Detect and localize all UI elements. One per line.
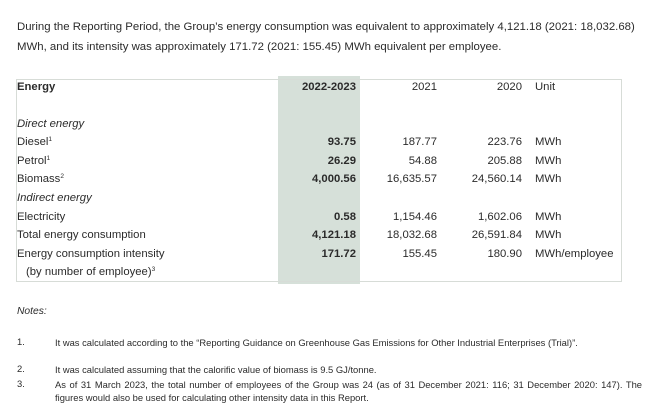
cell-total-2020: 26,591.84 <box>471 229 522 241</box>
cell-petrol-unit: MWh <box>535 155 562 167</box>
cell-diesel-2022-2023: 93.75 <box>327 136 356 148</box>
note-number: 3. <box>17 378 25 389</box>
row-label-electricity: Electricity <box>17 211 66 223</box>
header-energy: Energy <box>17 81 56 93</box>
cell-total-2022-2023: 4,121.18 <box>312 229 356 241</box>
cell-electricity-2022-2023: 0.58 <box>334 211 356 223</box>
note-number: 2. <box>17 363 25 374</box>
row-label-intensity-sub: (by number of employee)3 <box>26 266 156 278</box>
row-label-diesel: Diesel1 <box>17 136 53 148</box>
cell-biomass-unit: MWh <box>535 173 562 185</box>
note-text: As of 31 March 2023, the total number of… <box>55 379 642 403</box>
cell-total-unit: MWh <box>535 229 562 241</box>
intro-paragraph: During the Reporting Period, the Group’s… <box>17 21 635 53</box>
row-label-petrol: Petrol1 <box>17 155 51 167</box>
cell-electricity-2020: 1,602.06 <box>478 211 522 223</box>
header-2020: 2020 <box>496 81 522 93</box>
cell-diesel-2020: 223.76 <box>487 136 522 148</box>
section-direct-energy: Direct energy <box>17 118 85 130</box>
cell-biomass-2021: 16,635.57 <box>386 173 437 185</box>
cell-intensity-2021: 155.45 <box>402 248 437 260</box>
cell-intensity-unit: MWh/employee <box>535 248 614 260</box>
current-year-column-highlight <box>278 76 360 284</box>
cell-intensity-2022-2023: 171.72 <box>321 248 356 260</box>
cell-total-2021: 18,032.68 <box>386 229 437 241</box>
cell-diesel-2021: 187.77 <box>402 136 437 148</box>
header-unit: Unit <box>535 81 556 93</box>
cell-electricity-unit: MWh <box>535 211 562 223</box>
section-indirect-energy: Indirect energy <box>17 192 92 204</box>
cell-petrol-2020: 205.88 <box>487 155 522 167</box>
cell-biomass-2020: 24,560.14 <box>471 173 522 185</box>
cell-diesel-unit: MWh <box>535 136 562 148</box>
notes-title: Notes: <box>17 306 47 317</box>
note-text: It was calculated according to the “Repo… <box>55 337 578 348</box>
energy-table-frame <box>16 79 622 282</box>
row-label-total-energy: Total energy consumption <box>17 229 146 241</box>
row-label-intensity: Energy consumption intensity <box>17 248 165 260</box>
cell-biomass-2022-2023: 4,000.56 <box>312 173 356 185</box>
header-2021: 2021 <box>411 81 437 93</box>
cell-petrol-2022-2023: 26.29 <box>327 155 356 167</box>
header-2022-2023: 2022-2023 <box>301 81 356 93</box>
note-text: It was calculated assuming that the calo… <box>55 364 377 375</box>
cell-electricity-2021: 1,154.46 <box>393 211 437 223</box>
cell-intensity-2020: 180.90 <box>487 248 522 260</box>
cell-petrol-2021: 54.88 <box>408 155 437 167</box>
row-label-biomass: Biomass2 <box>17 173 64 185</box>
note-number: 1. <box>17 336 25 347</box>
